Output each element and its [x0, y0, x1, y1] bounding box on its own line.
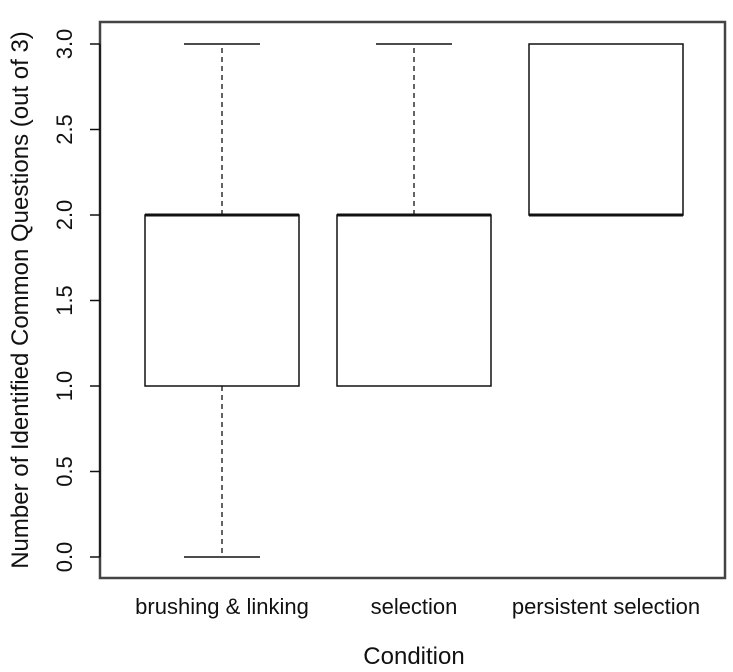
box-1	[336, 43, 492, 387]
y-tick-label-2: 1.0	[52, 371, 77, 402]
box-rect-1	[336, 214, 492, 387]
y-tick-label-6: 3.0	[52, 29, 77, 60]
boxes-layer	[144, 43, 684, 558]
y-tick-label-0: 0.0	[52, 542, 77, 573]
box-0	[144, 43, 300, 558]
y-tick-label-5: 2.5	[52, 114, 77, 145]
x-tick-label-1: selection	[371, 594, 458, 619]
box-2	[528, 43, 684, 217]
box-rect-0	[144, 214, 300, 387]
x-axis: brushing & linking selection persistent se…	[135, 594, 700, 619]
y-tick-label-4: 2.0	[52, 200, 77, 231]
y-axis-title: Number of Identified Common Questions (o…	[7, 31, 34, 569]
x-tick-label-0: brushing & linking	[135, 594, 309, 619]
y-tick-label-3: 1.5	[52, 285, 77, 316]
y-tick-label-1: 0.5	[52, 456, 77, 487]
x-tick-label-2: persistent selection	[512, 594, 700, 619]
x-axis-title: Condition	[363, 643, 464, 670]
box-rect-2	[528, 43, 684, 216]
y-axis: 0.0 0.5 1.0 1.5 2.0 2.5 3.0	[52, 29, 101, 573]
